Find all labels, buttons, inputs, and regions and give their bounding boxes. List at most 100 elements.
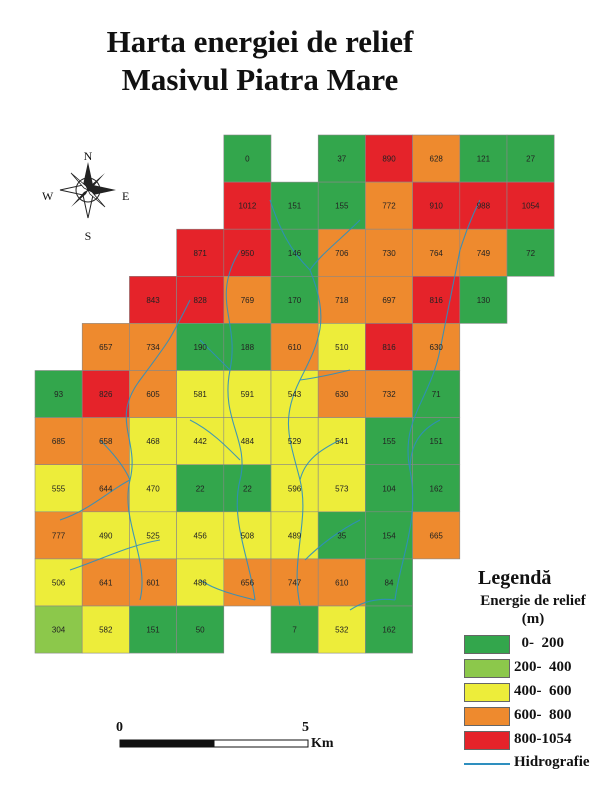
- cell-value-label: 749: [477, 249, 491, 258]
- cell-value-label: 508: [241, 531, 255, 540]
- legend-label: 800-1054: [514, 731, 572, 747]
- legend-swatch: [464, 635, 510, 654]
- river-trib-12: [99, 439, 131, 481]
- river-trib-11: [459, 199, 481, 251]
- cell-value-label: 988: [477, 202, 491, 211]
- cell-value-label: 93: [54, 390, 63, 399]
- cell-value-label: 596: [288, 484, 302, 493]
- river-trib-8: [309, 219, 361, 271]
- cell-value-label: 843: [146, 296, 160, 305]
- legend-item: 600- 800: [464, 707, 610, 727]
- cell-value-label: 490: [99, 531, 113, 540]
- scale-start-label: 0: [116, 720, 123, 735]
- grid-cell: [412, 464, 461, 513]
- cell-value-label: 154: [382, 531, 396, 540]
- grid-cell: [317, 275, 366, 324]
- cell-value-label: 630: [335, 390, 349, 399]
- cell-value-label: 0: [245, 155, 250, 164]
- grid-cell: [365, 181, 413, 230]
- cell-value-label: 644: [99, 484, 113, 493]
- grid-cell: [317, 323, 366, 371]
- cell-value-label: 506: [52, 579, 66, 588]
- grid-cell: [81, 558, 130, 607]
- cell-value-label: 777: [52, 531, 66, 540]
- cell-value-label: 772: [382, 202, 396, 211]
- hydrography-network: [59, 199, 481, 611]
- legend-label: 600- 800: [514, 707, 572, 723]
- river-west: [125, 299, 191, 601]
- grid-cell: [506, 181, 555, 230]
- grid-cell: [223, 464, 272, 513]
- cell-value-label: 656: [241, 579, 255, 588]
- legend-swatch: [464, 707, 510, 726]
- cell-value-label: 468: [146, 437, 160, 446]
- grid-cell: [34, 605, 83, 654]
- cell-value-label: 130: [477, 296, 491, 305]
- cell-value-label: 162: [382, 626, 396, 635]
- cell-value-label: 769: [241, 296, 255, 305]
- grid-cell: [223, 370, 272, 418]
- cell-value-label: 610: [288, 343, 302, 352]
- compass-east-label: E: [122, 189, 129, 203]
- cell-value-label: 151: [146, 626, 160, 635]
- grid-cell: [270, 558, 319, 607]
- grid-cell: [129, 558, 177, 607]
- grid-cell: [365, 275, 413, 324]
- grid-cell: [317, 464, 366, 513]
- cell-value-label: 871: [194, 249, 208, 258]
- cell-value-label: 816: [430, 296, 444, 305]
- grid-cell: [317, 417, 366, 466]
- grid-cell: [176, 275, 225, 324]
- cell-value-label: 630: [430, 343, 444, 352]
- cell-value-label: 826: [99, 390, 113, 399]
- cell-value-label: 747: [288, 579, 302, 588]
- grid-cell: [317, 511, 366, 560]
- cell-value-label: 657: [99, 343, 113, 352]
- cell-value-label: 442: [194, 437, 208, 446]
- grid-cell: [365, 511, 413, 560]
- legend-hydro-label: Hidrografie: [514, 754, 590, 770]
- grid-cell: [270, 181, 319, 230]
- cell-value-label: 72: [526, 249, 535, 258]
- cell-value-label: 162: [430, 484, 444, 493]
- grid-cell: [506, 134, 555, 183]
- cell-value-label: 71: [432, 390, 441, 399]
- river-trib-7: [269, 199, 311, 271]
- cell-value-label: 718: [335, 296, 349, 305]
- cell-value-label: 764: [430, 249, 444, 258]
- cell-value-label: 510: [335, 343, 349, 352]
- river-trib-9: [199, 339, 231, 371]
- cell-value-label: 697: [382, 296, 396, 305]
- grid-cell: [459, 275, 508, 324]
- grid-cell: [34, 558, 83, 607]
- cell-value-label: 610: [335, 579, 349, 588]
- grid-cell: [176, 605, 225, 654]
- grid-cell: [81, 605, 130, 654]
- cell-value-label: 734: [146, 343, 160, 352]
- cell-value-label: 484: [241, 437, 255, 446]
- legend-swatch: [464, 659, 510, 678]
- river-trib-2: [69, 539, 161, 571]
- cell-value-label: 532: [335, 626, 349, 635]
- grid-cell: [270, 511, 319, 560]
- cell-value-label: 685: [52, 437, 66, 446]
- cell-value-label: 950: [241, 249, 255, 258]
- grid-cell: [365, 228, 413, 277]
- grid-cell: [176, 370, 225, 418]
- grid-cell: [506, 228, 555, 277]
- legend-label: 400- 600: [514, 683, 572, 699]
- cell-value-label: 828: [194, 296, 208, 305]
- cell-value-label: 155: [335, 202, 349, 211]
- legend-subtitle: Energie de relief: [480, 593, 586, 609]
- cell-value-label: 555: [52, 484, 66, 493]
- cell-value-label: 591: [241, 390, 255, 399]
- legend-swatch: [464, 731, 510, 750]
- compass-south-label: S: [85, 229, 92, 243]
- legend-unit: (m): [521, 611, 545, 627]
- cell-value-label: 170: [288, 296, 302, 305]
- grid-cell: [176, 558, 225, 607]
- cell-value-label: 1012: [239, 202, 257, 211]
- scale-bar: [119, 739, 309, 748]
- cell-value-label: 22: [243, 484, 252, 493]
